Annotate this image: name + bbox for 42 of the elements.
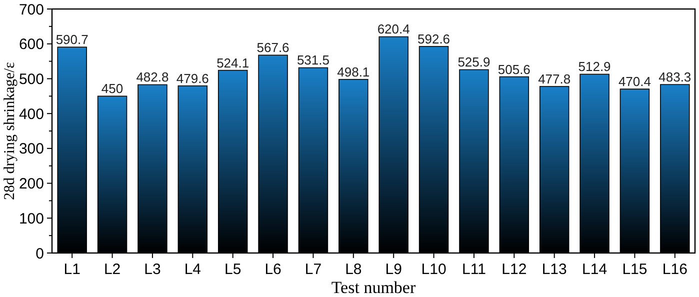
- data-label: 479.6: [176, 70, 209, 86]
- y-tick-label: 600: [18, 36, 44, 54]
- data-label: 498.1: [337, 64, 370, 80]
- x-tick-label: L1: [64, 261, 80, 278]
- data-label: 483.3: [658, 70, 692, 85]
- data-label: 592.6: [418, 31, 450, 46]
- data-label: 620.4: [377, 22, 410, 37]
- x-tick-label: L16: [662, 261, 688, 278]
- x-tick-label: L9: [385, 261, 402, 278]
- y-tick-label: 500: [18, 70, 44, 88]
- x-tick-label: L3: [144, 261, 161, 278]
- x-tick-label: L5: [224, 261, 242, 278]
- x-tick-label: L15: [622, 261, 648, 278]
- x-tick-label: L11: [462, 261, 486, 278]
- y-axis-title: 28d drying shrinkage/ε: [2, 62, 18, 200]
- x-tick-label: L6: [264, 261, 282, 278]
- x-tick-label: L7: [304, 261, 322, 278]
- data-label: 567.6: [256, 40, 290, 56]
- x-tick-label: L10: [421, 261, 446, 278]
- data-label: 590.7: [56, 32, 88, 48]
- y-tick-label: 300: [18, 140, 44, 158]
- y-tick-label: 100: [18, 210, 44, 228]
- data-label: 505.6: [498, 62, 530, 77]
- y-tick-label: 200: [18, 176, 44, 193]
- y-tick-label: 0: [36, 245, 44, 262]
- x-tick-label: L2: [104, 261, 121, 278]
- x-tick-label: L13: [542, 261, 567, 278]
- x-tick-label: L4: [184, 261, 201, 278]
- x-axis-title: Test number: [331, 278, 416, 297]
- x-tick-label: L14: [582, 261, 608, 278]
- x-tick-label: L12: [502, 261, 527, 278]
- data-label: 512.9: [578, 59, 611, 74]
- data-label: 524.1: [216, 55, 250, 70]
- data-label: 470.4: [618, 74, 651, 90]
- y-tick-label: 400: [18, 106, 44, 123]
- data-label: 450: [101, 81, 124, 96]
- data-label: 525.9: [458, 54, 490, 70]
- data-label: 482.8: [136, 70, 169, 85]
- y-tick-label: 700: [18, 1, 44, 18]
- data-label: 531.5: [296, 52, 330, 68]
- data-label: 477.8: [538, 71, 571, 86]
- x-tick-label: L8: [345, 261, 362, 278]
